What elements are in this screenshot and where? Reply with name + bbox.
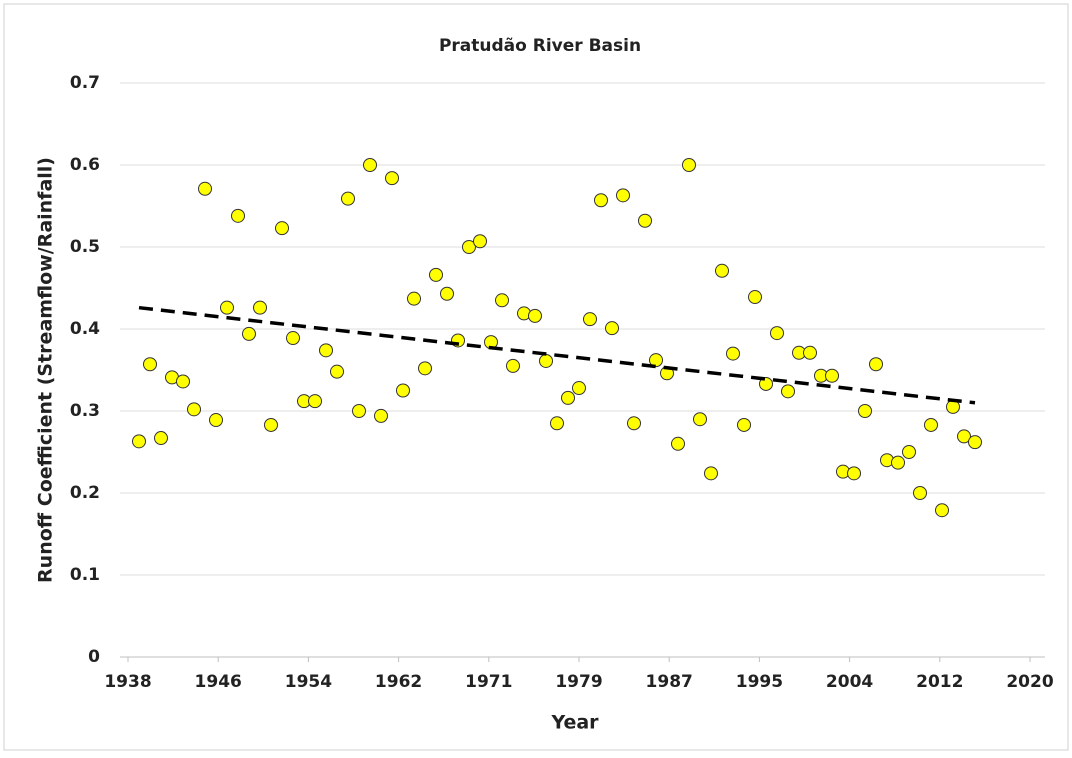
point — [561, 390, 575, 405]
point — [869, 357, 883, 372]
point — [352, 404, 366, 418]
point — [385, 171, 399, 186]
y-tick-label: 0 — [88, 647, 100, 667]
point — [187, 402, 201, 417]
y-tick-label: 0.4 — [70, 319, 100, 339]
point — [440, 286, 454, 301]
point — [539, 353, 553, 368]
y-tick-label: 0.6 — [70, 155, 100, 175]
x-tick-label: 1995 — [736, 672, 783, 692]
point — [704, 466, 718, 481]
point — [495, 293, 509, 308]
point — [330, 364, 344, 379]
x-tick-label: 1938 — [104, 672, 151, 692]
point — [198, 181, 212, 196]
point — [858, 404, 872, 418]
point — [528, 308, 542, 323]
point — [715, 263, 729, 278]
x-tick-label: 1979 — [555, 672, 602, 692]
point — [902, 445, 916, 459]
point — [924, 417, 938, 432]
point — [396, 383, 410, 398]
point — [220, 300, 234, 315]
y-tick-label: 0.2 — [70, 483, 100, 503]
trendline — [138, 305, 976, 405]
point — [737, 417, 751, 432]
point — [748, 290, 762, 305]
point — [803, 345, 817, 360]
point — [616, 188, 630, 203]
y-tick-label: 0.3 — [70, 401, 100, 421]
y-tick-label: 0.7 — [70, 73, 100, 93]
point — [594, 193, 608, 208]
point — [583, 312, 597, 327]
point — [671, 436, 685, 451]
point — [176, 374, 190, 389]
x-tick-label: 2004 — [826, 672, 873, 692]
x-axis-label: Year — [550, 712, 599, 734]
point — [143, 357, 157, 372]
point — [957, 429, 971, 444]
point — [693, 412, 707, 427]
point — [264, 417, 278, 432]
point — [286, 331, 300, 346]
point — [726, 346, 740, 361]
point — [341, 191, 355, 206]
point — [759, 376, 773, 391]
point — [319, 343, 333, 358]
x-tick-label: 1962 — [375, 672, 422, 692]
point — [308, 394, 322, 409]
point — [913, 486, 927, 500]
point — [891, 455, 905, 470]
x-tick-label: 1987 — [646, 672, 693, 692]
x-tick-label: 2020 — [1006, 672, 1053, 692]
point — [627, 416, 641, 431]
point — [649, 353, 663, 368]
point — [825, 368, 839, 383]
point — [682, 158, 696, 172]
point — [242, 326, 256, 341]
point — [429, 267, 443, 282]
x-tick-label: 1971 — [465, 672, 512, 692]
chart-frame — [3, 3, 1069, 751]
point — [506, 358, 520, 373]
point — [968, 435, 982, 450]
chart-title: Pratudão River Basin — [439, 36, 641, 56]
point — [407, 291, 421, 306]
point — [770, 326, 784, 341]
point — [132, 434, 146, 449]
point — [605, 321, 619, 336]
point — [935, 503, 949, 518]
point — [363, 158, 377, 172]
point — [638, 213, 652, 228]
point — [154, 431, 168, 446]
x-tick-label: 2012 — [916, 672, 963, 692]
point — [847, 466, 861, 481]
point — [231, 208, 245, 223]
point — [374, 408, 388, 423]
point — [418, 361, 432, 376]
point — [781, 384, 795, 399]
point — [462, 240, 476, 254]
point — [275, 221, 289, 236]
x-tick-label: 1954 — [285, 672, 332, 692]
y-tick-label: 0.1 — [70, 565, 100, 585]
point — [550, 416, 564, 431]
point — [209, 413, 223, 428]
x-tick-label: 1946 — [195, 672, 242, 692]
point — [473, 234, 487, 249]
point — [572, 381, 586, 396]
y-axis-label: Runoff Coefficient (Streamflow/Rainfall) — [35, 157, 57, 583]
point — [253, 300, 267, 315]
y-tick-label: 0.5 — [70, 237, 100, 257]
